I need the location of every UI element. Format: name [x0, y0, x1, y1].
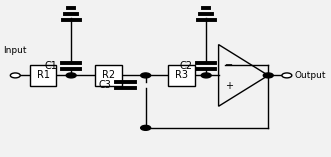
Text: C3: C3	[99, 80, 112, 90]
Text: R3: R3	[175, 70, 188, 80]
Circle shape	[10, 73, 20, 78]
Circle shape	[66, 73, 76, 78]
Text: C1: C1	[44, 61, 57, 71]
Text: Input: Input	[4, 46, 27, 55]
Text: C2: C2	[179, 61, 192, 71]
Bar	[30, 65, 56, 86]
Text: −: −	[225, 60, 234, 70]
Text: Output: Output	[295, 71, 326, 80]
Circle shape	[201, 73, 211, 78]
Circle shape	[282, 73, 292, 78]
Circle shape	[141, 73, 151, 78]
Bar	[168, 65, 195, 86]
Circle shape	[141, 125, 151, 130]
Bar	[95, 65, 121, 86]
Text: +: +	[225, 81, 233, 91]
Text: R1: R1	[37, 70, 50, 80]
Circle shape	[263, 73, 273, 78]
Text: R2: R2	[102, 70, 115, 80]
